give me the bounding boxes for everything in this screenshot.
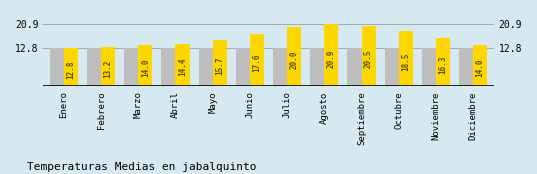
Bar — [459, 48, 473, 86]
Bar — [310, 48, 324, 86]
Bar — [101, 47, 115, 86]
Bar — [161, 48, 176, 86]
Text: 15.7: 15.7 — [215, 56, 224, 75]
Bar — [324, 24, 338, 86]
Bar — [64, 48, 78, 86]
Bar — [87, 48, 101, 86]
Text: Temperaturas Medias en jabalquinto: Temperaturas Medias en jabalquinto — [27, 162, 256, 172]
Bar — [124, 48, 138, 86]
Text: 14.0: 14.0 — [141, 58, 150, 77]
Bar — [436, 38, 450, 86]
Text: 14.0: 14.0 — [476, 58, 485, 77]
Bar — [347, 48, 361, 86]
Text: 18.5: 18.5 — [401, 53, 410, 71]
Bar — [50, 48, 64, 86]
Bar — [399, 31, 413, 86]
Text: 17.6: 17.6 — [252, 54, 262, 72]
Text: 20.5: 20.5 — [364, 50, 373, 68]
Text: 13.2: 13.2 — [104, 60, 113, 78]
Bar — [213, 40, 227, 86]
Bar — [176, 44, 190, 86]
Text: 12.8: 12.8 — [67, 60, 75, 79]
Text: 20.0: 20.0 — [289, 50, 299, 69]
Bar — [250, 34, 264, 86]
Text: 16.3: 16.3 — [439, 55, 447, 74]
Bar — [236, 48, 250, 86]
Bar — [138, 45, 153, 86]
Bar — [422, 48, 436, 86]
Bar — [199, 48, 213, 86]
Bar — [473, 45, 487, 86]
Text: 14.4: 14.4 — [178, 58, 187, 76]
Bar — [384, 48, 399, 86]
Bar — [287, 27, 301, 86]
Text: 20.9: 20.9 — [327, 49, 336, 68]
Bar — [273, 48, 287, 86]
Bar — [361, 26, 376, 86]
